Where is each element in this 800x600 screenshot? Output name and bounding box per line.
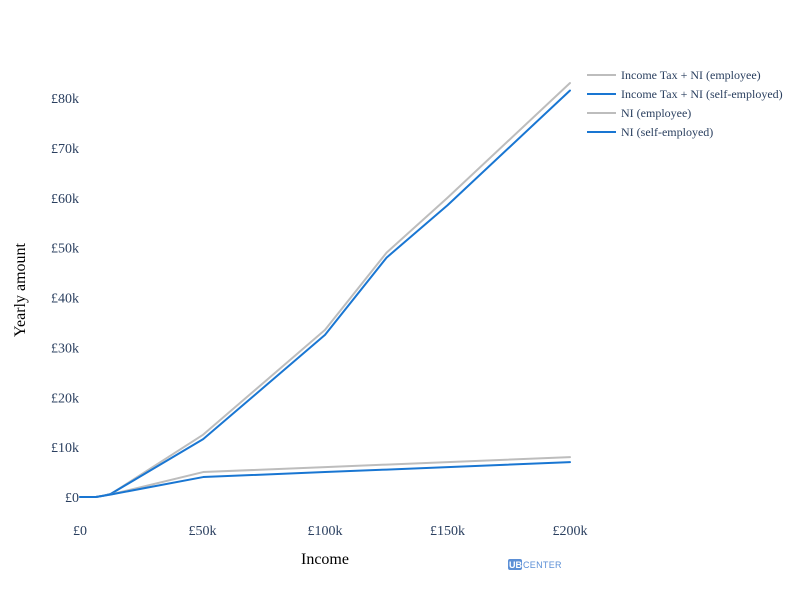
- y-axis-ticks: £0 £10k £20k £30k £40k £50k £60k £70k £80k: [51, 92, 79, 506]
- legend-item[interactable]: Income Tax + NI (self-employed): [587, 87, 783, 101]
- legend-item[interactable]: Income Tax + NI (employee): [587, 68, 761, 82]
- y-tick-label: £50k: [51, 242, 79, 257]
- ubi-center-logo: UBI CENTER: [508, 559, 562, 570]
- series-line-4: [79, 461, 571, 498]
- center-logo-text: CENTER: [523, 560, 562, 570]
- y-tick-label: £80k: [51, 92, 79, 107]
- y-tick-label: £60k: [51, 192, 79, 207]
- x-tick-label: £50k: [189, 524, 217, 539]
- x-tick-label: £200k: [553, 524, 588, 539]
- legend-label: Income Tax + NI (self-employed): [621, 87, 783, 101]
- x-axis-ticks: £0 £50k £100k £150k £200k: [73, 524, 588, 539]
- y-tick-label: £10k: [51, 441, 79, 456]
- x-tick-label: £150k: [430, 524, 465, 539]
- y-tick-label: £40k: [51, 292, 79, 307]
- ubi-logo-badge: [508, 559, 522, 570]
- y-tick-label: £20k: [51, 391, 79, 406]
- legend-label: NI (self-employed): [621, 125, 713, 139]
- series-line-1: [79, 82, 571, 498]
- legend-label: NI (employee): [621, 106, 691, 120]
- legend: Income Tax + NI (employee) Income Tax + N…: [587, 68, 783, 139]
- y-tick-label: £0: [65, 491, 79, 506]
- y-tick-label: £70k: [51, 142, 79, 157]
- x-tick-label: £100k: [308, 524, 343, 539]
- y-axis-title: Yearly amount: [12, 242, 29, 336]
- x-axis-title: Income: [301, 551, 349, 568]
- legend-item[interactable]: NI (employee): [587, 106, 691, 120]
- legend-label: Income Tax + NI (employee): [621, 68, 761, 82]
- legend-item[interactable]: NI (self-employed): [587, 125, 713, 139]
- y-tick-label: £30k: [51, 341, 79, 356]
- x-tick-label: £0: [73, 524, 87, 539]
- ubi-logo-text: UBI: [509, 560, 525, 570]
- plot-lines: [79, 82, 571, 498]
- series-line-3: [79, 456, 571, 498]
